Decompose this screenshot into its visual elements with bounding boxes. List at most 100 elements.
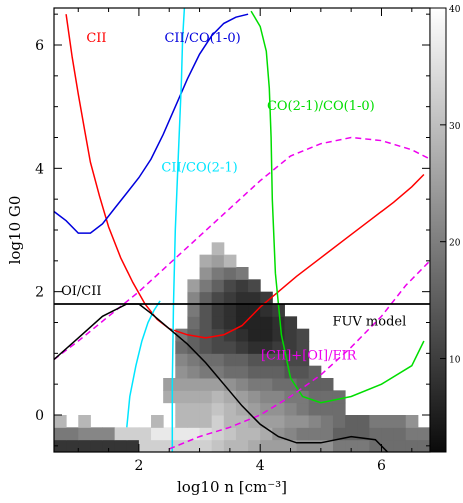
- heatmap-cell: [248, 390, 261, 404]
- heatmap-cell: [187, 341, 201, 354]
- heatmap-cell: [138, 439, 152, 452]
- heatmap-cell: [175, 390, 188, 404]
- heatmap-cell: [199, 390, 213, 404]
- series-line-cii-co-2-1-: [171, 8, 186, 452]
- heatmap-cell: [199, 341, 213, 354]
- heatmap-cell: [235, 353, 249, 367]
- heatmap-cell: [248, 279, 261, 293]
- y-tick-label: 6: [35, 38, 44, 54]
- heatmap-cell: [175, 415, 188, 428]
- heatmap-cell: [90, 427, 104, 441]
- heatmap-cell: [248, 365, 261, 379]
- heatmap-cell: [272, 378, 285, 391]
- y-tick-label: 4: [35, 161, 44, 177]
- heatmap-cell: [187, 279, 201, 293]
- heatmap-cell: [187, 365, 201, 379]
- series-line-cii-co-1-0-: [54, 13, 249, 234]
- heatmap-cell: [138, 427, 152, 441]
- heatmap-cell: [272, 427, 285, 441]
- heatmap-cell: [235, 316, 249, 330]
- colorbar-tick-label: 30: [449, 122, 461, 132]
- heatmap-cell: [393, 439, 407, 452]
- heatmap-cell: [296, 378, 310, 391]
- heatmap-cell: [199, 353, 213, 367]
- heatmap-cell: [211, 378, 225, 391]
- y-axis-label: log10 G0: [6, 196, 24, 265]
- heatmap-cell: [381, 439, 395, 452]
- heatmap-cell: [284, 316, 298, 330]
- heatmap-cell: [296, 439, 310, 452]
- heatmap-cell: [284, 415, 298, 428]
- heatmap-cell: [296, 365, 310, 379]
- heatmap-cell: [296, 402, 310, 416]
- heatmap-cell: [199, 267, 213, 280]
- colorbar-tick-label: 20: [449, 239, 461, 249]
- heatmap-cell: [223, 279, 237, 293]
- heatmap-cell: [284, 402, 298, 416]
- heatmap-cell: [248, 427, 261, 441]
- heatmap-cell: [211, 267, 225, 280]
- heatmap-cell: [320, 390, 334, 404]
- heatmap-cell: [223, 427, 237, 441]
- heatmap-cell: [272, 316, 285, 330]
- heatmap-cells: [54, 242, 430, 452]
- heatmap-cell: [187, 304, 201, 317]
- heatmap-cell: [211, 402, 225, 416]
- heatmap-cell: [296, 341, 310, 354]
- heatmap-cell: [187, 378, 201, 391]
- heatmap-cell: [78, 439, 91, 452]
- heatmap-cell: [175, 439, 188, 452]
- series-line-oi-cii: [54, 303, 389, 452]
- heatmap-cell: [369, 427, 382, 441]
- heatmap-cell: [357, 439, 370, 452]
- heatmap-cell: [163, 427, 176, 441]
- colorbar: 10 20 30 40: [429, 5, 461, 453]
- series-line--cii-oi-fir: [54, 136, 430, 361]
- heatmap-cell: [248, 304, 261, 317]
- heatmap-cell: [248, 316, 261, 330]
- heatmap-cell: [320, 427, 334, 441]
- heatmap-cell: [199, 291, 213, 305]
- heatmap-cell: [272, 390, 285, 404]
- annotation-label: CO(2-1)/CO(1-0): [267, 99, 375, 114]
- heatmap-cell: [211, 353, 225, 367]
- heatmap-cell: [235, 390, 249, 404]
- heatmap-cell: [248, 341, 261, 354]
- heatmap-cell: [78, 427, 91, 441]
- colorbar-ticks: 10 20 30 40: [440, 5, 461, 366]
- heatmap-cell: [296, 353, 310, 367]
- heatmap-cell: [211, 279, 225, 293]
- heatmap-cell: [223, 291, 237, 305]
- heatmap-cell: [199, 254, 213, 268]
- heatmap-cell: [357, 415, 370, 428]
- y-tick-label: 0: [35, 408, 44, 424]
- heatmap-cell: [211, 427, 225, 441]
- heatmap-cell: [260, 439, 273, 452]
- heatmap-cell: [175, 353, 188, 367]
- heatmap-cell: [66, 427, 79, 441]
- heatmap-cell: [248, 291, 261, 305]
- heatmap-cell: [248, 328, 261, 342]
- heatmap-cell: [102, 439, 116, 452]
- heatmap-cell: [320, 378, 334, 391]
- heatmap-cell: [54, 415, 67, 428]
- heatmap-cell: [332, 427, 346, 441]
- heatmap-cell: [199, 304, 213, 317]
- heatmap-cell: [248, 353, 261, 367]
- curve-annotations: CII CII/CO(1-0) CO(2-1)/CO(1-0) CII/CO(2-1)…: [61, 31, 406, 364]
- y-tick-label: 2: [35, 285, 44, 301]
- heatmap-cell: [260, 304, 273, 317]
- annotation-label: CII/CO(2-1): [161, 160, 237, 175]
- heatmap-cell: [235, 267, 249, 280]
- heatmap-cell: [260, 402, 273, 416]
- series-line-cii-co-2-1-: [126, 300, 161, 428]
- heatmap-cell: [223, 267, 237, 280]
- colorbar-gradient: [429, 7, 447, 453]
- heatmap-cell: [126, 439, 140, 452]
- heatmap-cell: [235, 365, 249, 379]
- heatmap-cell: [235, 279, 249, 293]
- heatmap-cell: [260, 341, 273, 354]
- heatmap-cell: [369, 439, 382, 452]
- heatmap-cell: [332, 415, 346, 428]
